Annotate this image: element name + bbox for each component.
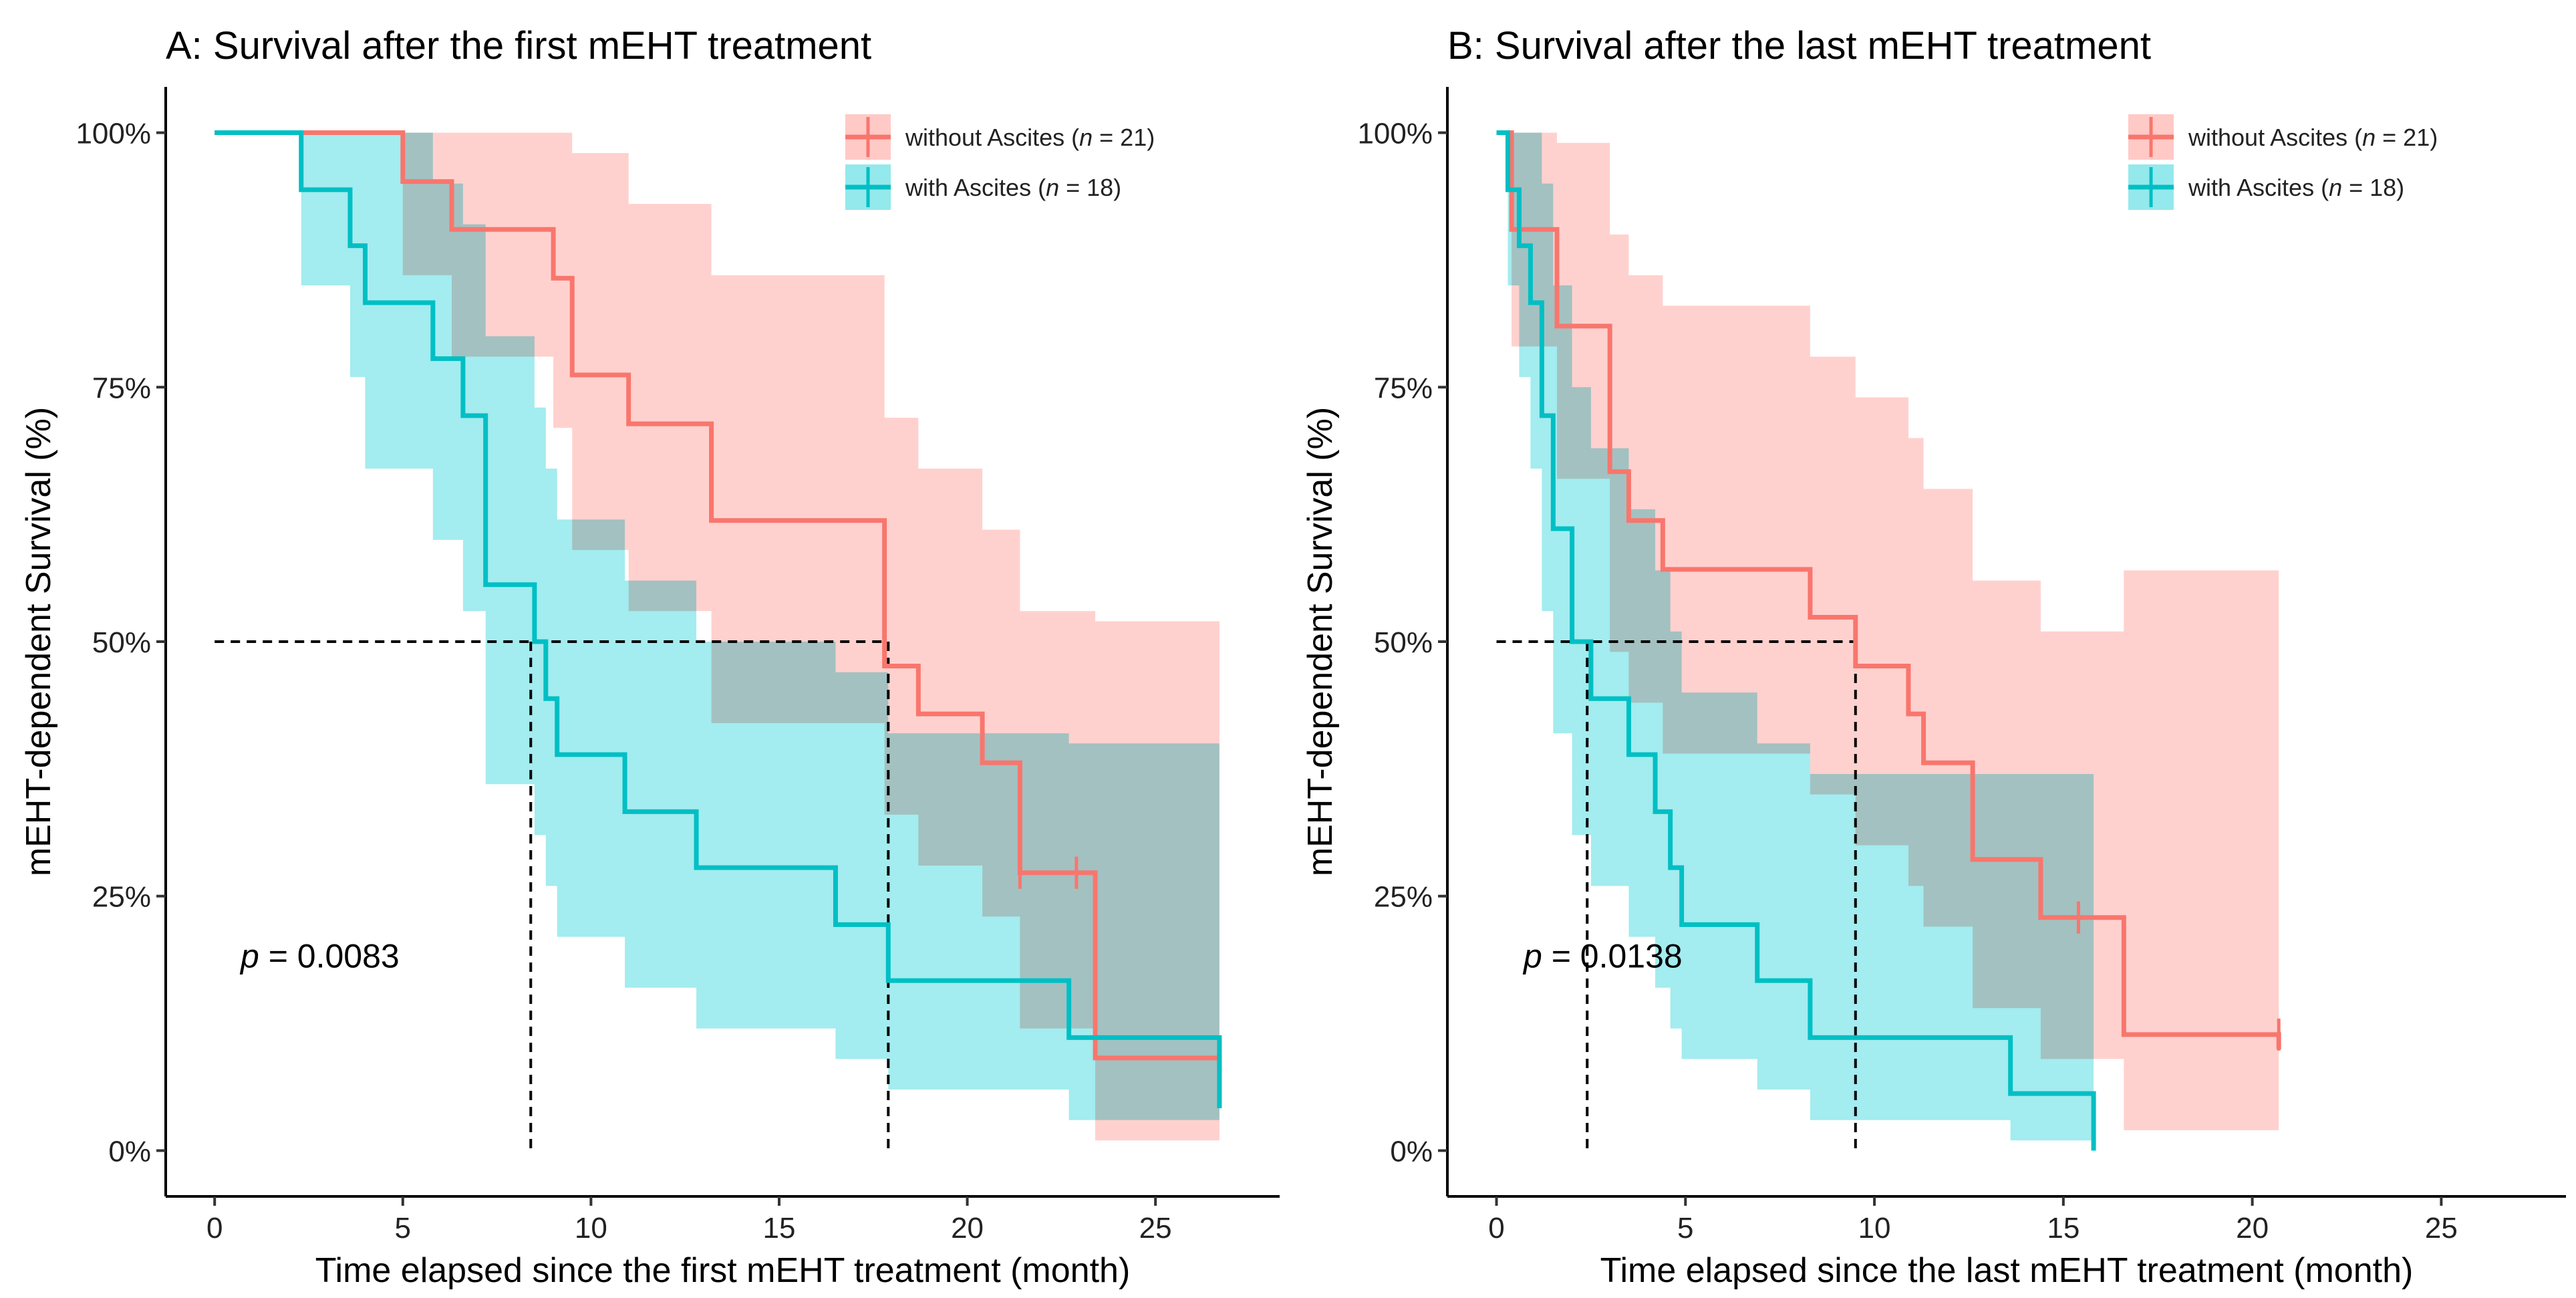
x-tick-label: 0 [206,1212,223,1245]
x-tick-label: 5 [1677,1212,1693,1245]
survival-curve-with-ascites [214,130,1222,1109]
y-tick-label: 0% [1390,1135,1433,1168]
y-tick-label: 25% [92,881,151,914]
y-axis-title: mEHT-dependent Survival (%) [1301,407,1340,876]
x-tick-label: 10 [575,1212,607,1245]
y-tick-label: 100% [1357,118,1433,150]
x-tick-label: 5 [395,1212,411,1245]
confidence-band-with-ascites [1496,132,2094,1151]
y-tick-label: 50% [92,626,151,659]
x-tick-label: 25 [1139,1212,1172,1245]
legend-label-without-ascites: without Ascites (n = 21) [905,124,1155,151]
chart-title: B: Survival after the last mEHT treatmen… [1447,24,2151,68]
survival-curve-with-ascites [1496,130,2096,1151]
x-tick-label: 25 [2425,1212,2458,1245]
y-tick-label: 0% [108,1135,151,1168]
chart-title: A: Survival after the first mEHT treatme… [166,24,871,68]
x-axis-title: Time elapsed since the last mEHT treatme… [1600,1251,2414,1290]
x-tick-label: 15 [762,1212,795,1245]
legend-label-without-ascites: without Ascites (n = 21) [2188,124,2438,151]
x-tick-label: 0 [1488,1212,1504,1245]
y-tick-label: 100% [76,118,151,150]
legend-label-with-ascites: with Ascites (n = 18) [2188,174,2404,201]
legend-label-with-ascites: with Ascites (n = 18) [905,174,1121,201]
y-tick-label: 25% [1374,881,1433,914]
panel-b: 0% 25% 50% 75% 100% 0 5 10 15 20 25 B: Survival aft… [1301,24,2566,1290]
y-tick-label: 75% [92,372,151,404]
confidence-band-without-ascites [214,132,1220,1141]
p-value-annotation: p = 0.0138 [1522,937,1683,975]
x-tick-label: 10 [1858,1212,1891,1245]
panel-a: 0% 25% 50% 75% 100% 0 5 10 15 20 25 A: Survival aft… [19,24,1280,1290]
confidence-band-with-ascites [214,132,1220,1141]
y-tick-label: 50% [1374,626,1433,659]
p-value-annotation: p = 0.0083 [239,937,400,975]
x-axis-title: Time elapsed since the first mEHT treatm… [315,1251,1131,1290]
x-tick-label: 15 [2047,1212,2080,1245]
y-tick-label: 75% [1374,372,1433,404]
x-tick-label: 20 [2236,1212,2269,1245]
y-axis-title: mEHT-dependent Survival (%) [19,407,58,876]
survival-curve-without-ascites [1496,130,2281,1049]
x-tick-label: 20 [951,1212,984,1245]
